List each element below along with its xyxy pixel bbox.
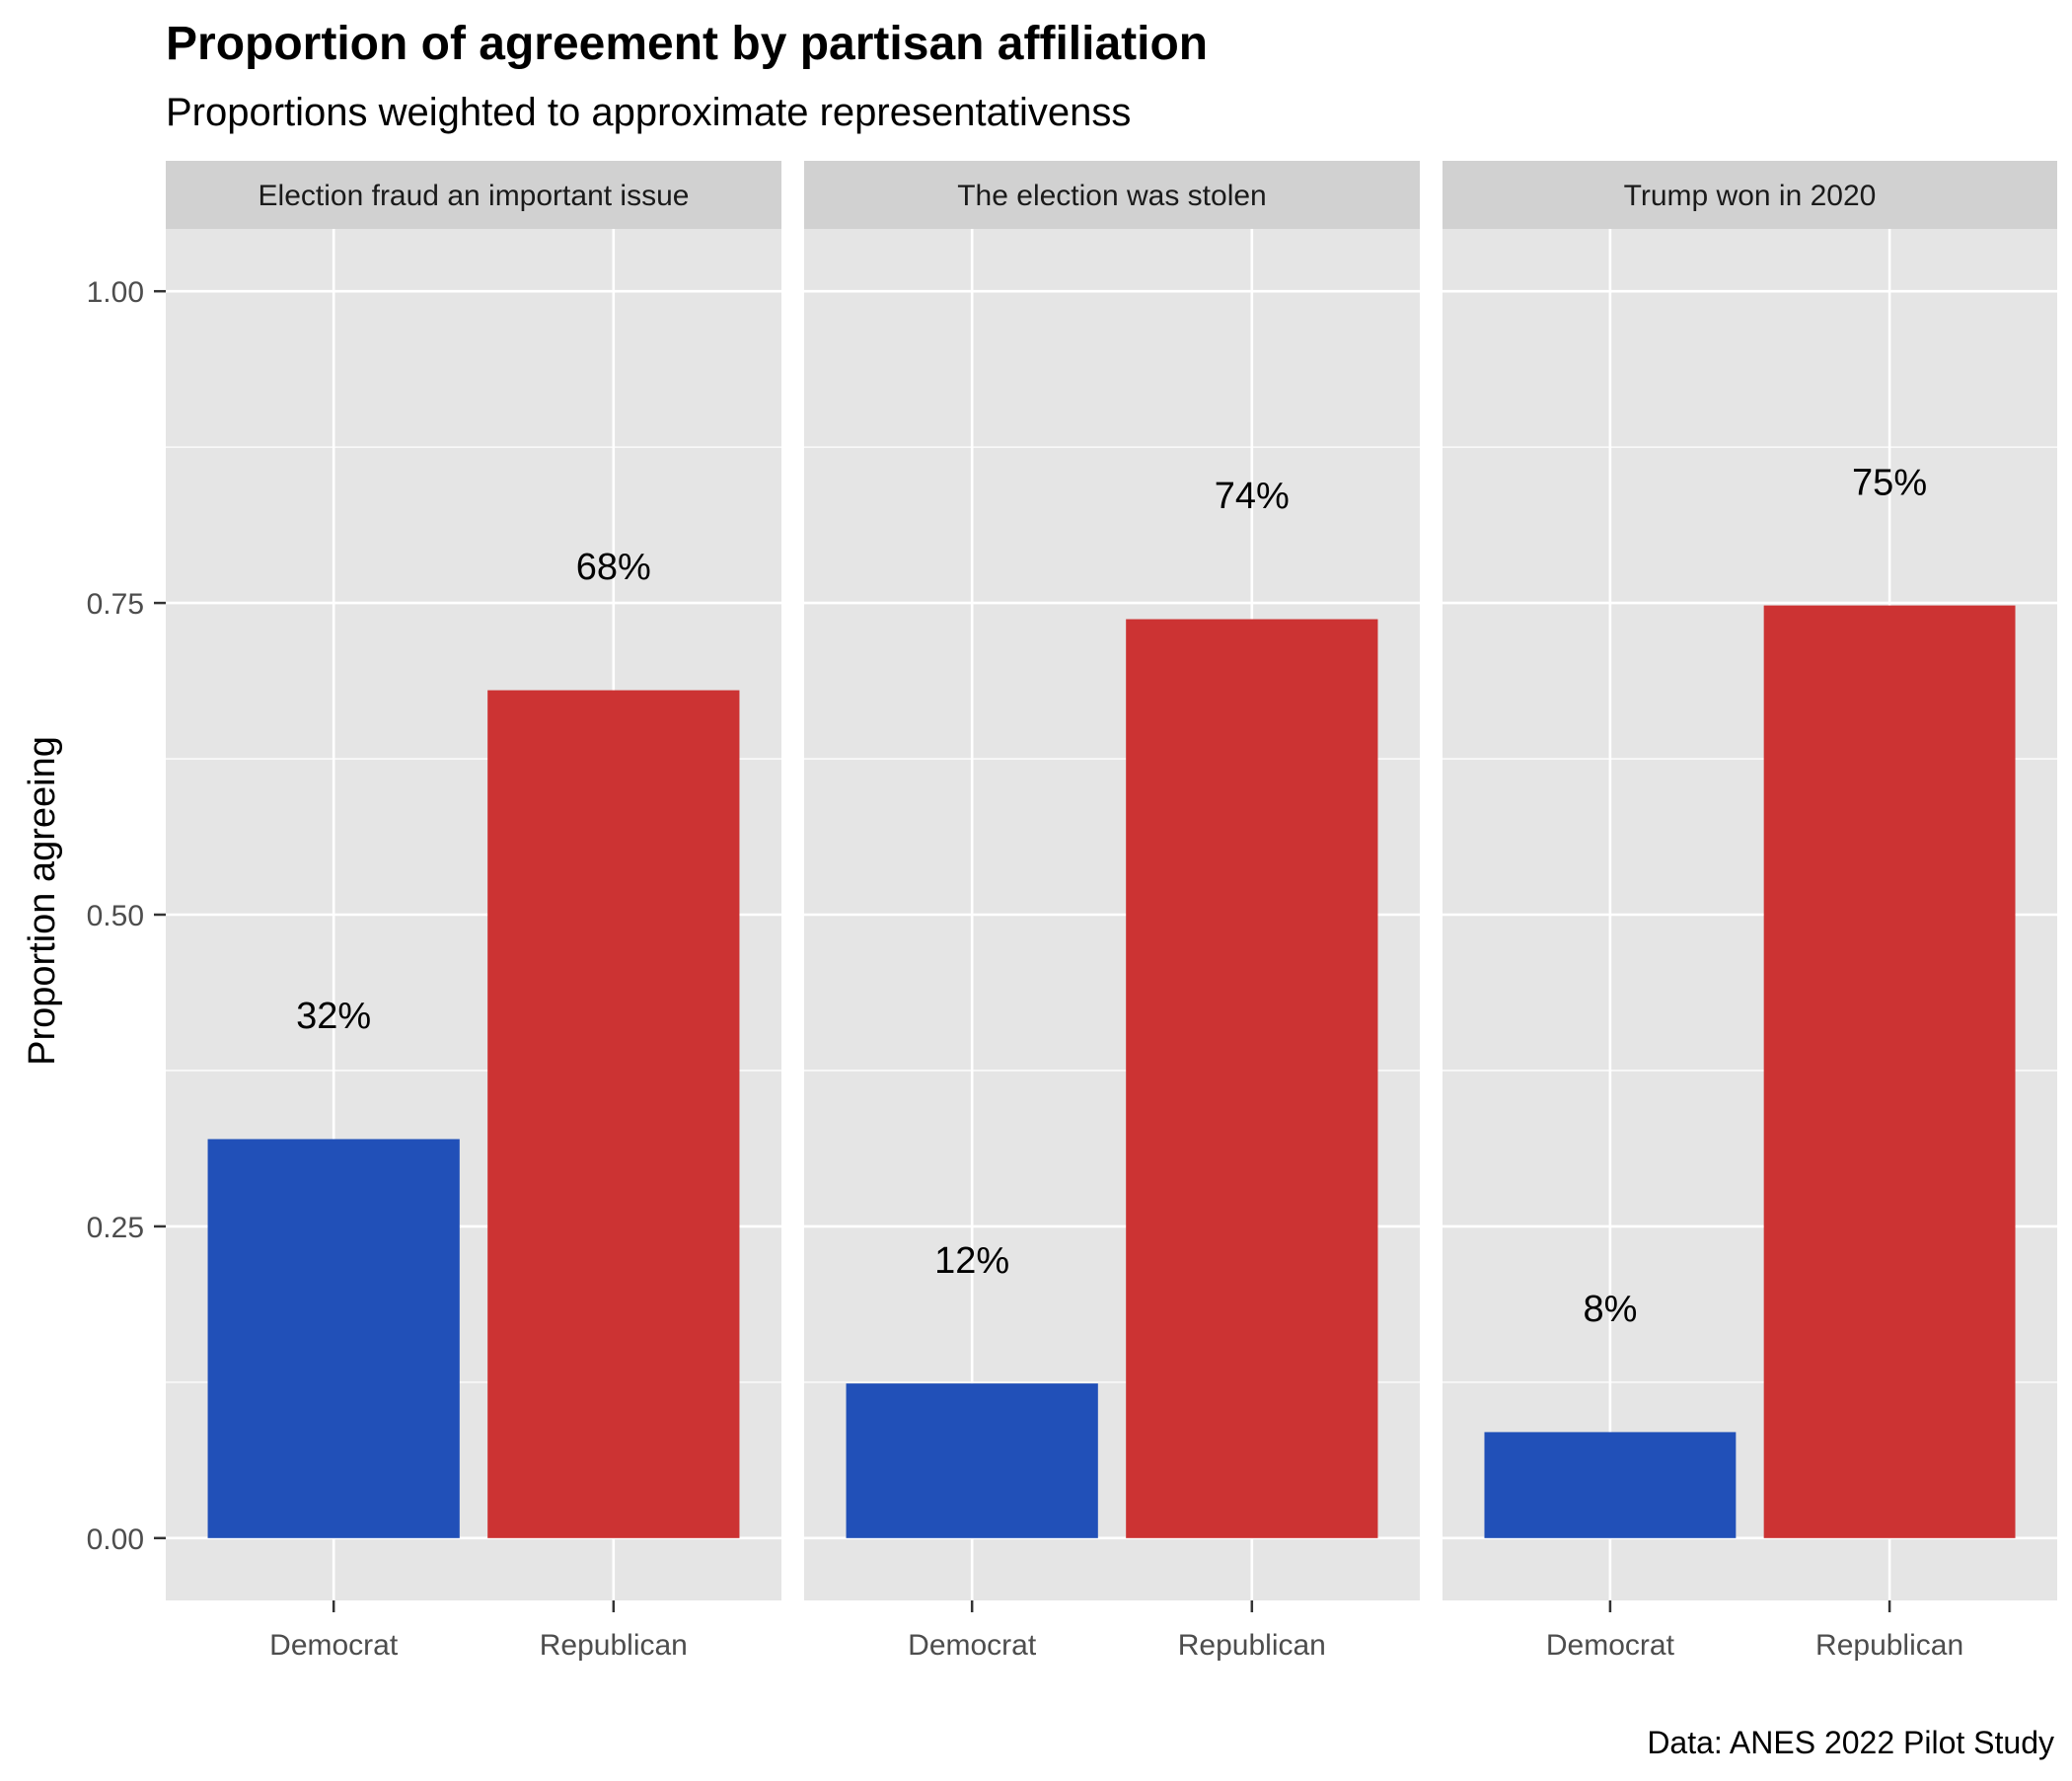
facet-strip bbox=[804, 161, 1420, 229]
y-axis-title: Proportion agreeing bbox=[22, 736, 63, 1066]
bar-democrat bbox=[846, 1383, 1098, 1538]
bar-democrat bbox=[1484, 1432, 1737, 1538]
facet-strip-label: The election was stolen bbox=[957, 180, 1267, 212]
y-tick-label: 0.75 bbox=[87, 588, 144, 621]
facet-strip bbox=[1443, 161, 2057, 229]
facet-panel: Trump won in 2020 8% Democrat 75% Republican bbox=[1443, 161, 2057, 1662]
facet-strip bbox=[166, 161, 781, 229]
chart-caption: Data: ANES 2022 Pilot Study bbox=[1647, 1725, 2054, 1760]
x-tick-label: Republican bbox=[540, 1629, 688, 1662]
y-tick-label: 0.50 bbox=[87, 900, 144, 932]
bar-republican bbox=[1126, 619, 1378, 1538]
facet-panels: Election fraud an important issue 32% Demo… bbox=[166, 161, 2057, 1662]
x-tick-label: Democrat bbox=[1546, 1629, 1675, 1662]
facet-strip-label: Trump won in 2020 bbox=[1624, 180, 1877, 212]
bar-value-label: 68% bbox=[576, 547, 651, 588]
x-tick-label: Democrat bbox=[269, 1629, 399, 1662]
bar-value-label: 32% bbox=[296, 996, 371, 1037]
bar-value-label: 8% bbox=[1583, 1289, 1637, 1330]
chart-title: Proportion of agreement by partisan affi… bbox=[166, 18, 1208, 70]
bar-value-label: 12% bbox=[934, 1240, 1009, 1282]
y-tick-label: 0.00 bbox=[87, 1523, 144, 1556]
facet-strip-label: Election fraud an important issue bbox=[259, 180, 690, 212]
facet-panel: Election fraud an important issue 32% Demo… bbox=[166, 161, 781, 1662]
y-tick-label: 0.25 bbox=[87, 1212, 144, 1244]
y-tick-label: 1.00 bbox=[87, 276, 144, 309]
x-tick-label: Republican bbox=[1178, 1629, 1326, 1662]
y-axis: 0.00 0.25 0.50 0.75 1.00 bbox=[87, 276, 166, 1556]
bar-value-label: 74% bbox=[1215, 476, 1290, 517]
bar-value-label: 75% bbox=[1852, 462, 1927, 503]
bar-democrat bbox=[207, 1139, 460, 1538]
bar-republican bbox=[1763, 605, 2016, 1538]
facet-panel: The election was stolen 12% Democrat 74% Rep… bbox=[804, 161, 1420, 1662]
x-tick-label: Republican bbox=[1815, 1629, 1963, 1662]
x-tick-label: Democrat bbox=[908, 1629, 1037, 1662]
bar-republican bbox=[487, 690, 740, 1538]
chart-subtitle: Proportions weighted to approximate repr… bbox=[166, 91, 1131, 134]
